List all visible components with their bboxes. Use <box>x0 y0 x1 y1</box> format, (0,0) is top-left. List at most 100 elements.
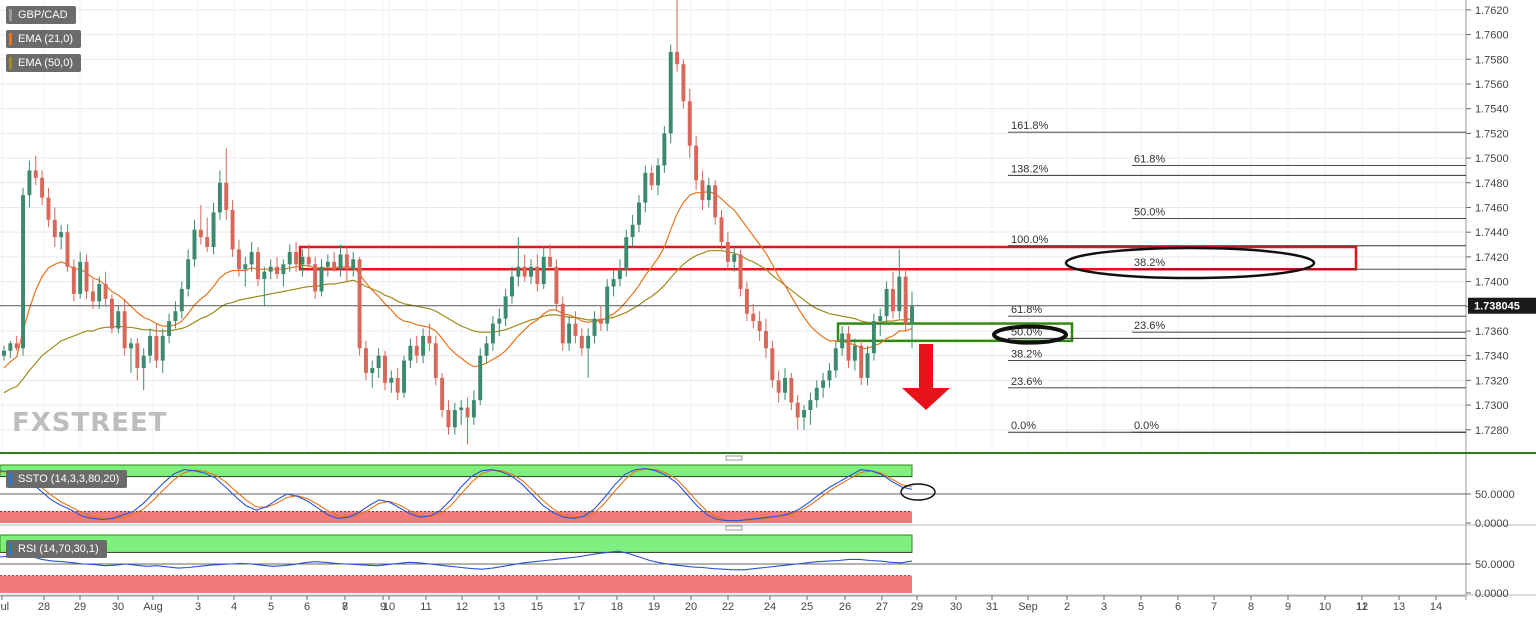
candle-body <box>814 387 819 401</box>
price-tick-label: 1.7320 <box>1475 375 1509 387</box>
candle-body <box>687 101 692 146</box>
ema50-swatch <box>9 57 12 69</box>
fib-left-label: 100.0% <box>1011 234 1049 246</box>
price-axis[interactable]: 1.7620 1.7600 1.7580 1.7560 1.7540 1.7520 1.75… <box>1466 5 1536 437</box>
time-tick-label: 24 <box>764 601 776 613</box>
ssto-tick-label: 0.0000 <box>1475 518 1509 530</box>
candle-body <box>497 318 502 324</box>
time-axis[interactable]: Jul282930Aug3456789101112131517181920222… <box>0 595 1466 613</box>
fib-right-label: 23.6% <box>1134 320 1165 332</box>
candle-body <box>821 380 826 388</box>
candle-body <box>129 343 133 349</box>
candle-body <box>211 212 216 247</box>
candle-body <box>8 343 13 351</box>
candles-layer <box>2 0 914 445</box>
rsi-line-0 <box>0 550 913 571</box>
candle-body <box>186 259 191 289</box>
candle-body <box>510 276 514 297</box>
rsi-panel[interactable]: 50.0000 0.0000 <box>0 525 1536 600</box>
candle-body <box>198 229 203 238</box>
candle-body <box>890 288 895 312</box>
ema21-tag[interactable]: EMA (21,0) <box>6 30 82 48</box>
candle-body <box>694 145 699 181</box>
candle-body <box>421 335 426 356</box>
candle-body <box>173 311 178 322</box>
fib-right-label: 50.0% <box>1134 207 1165 219</box>
candle-body <box>871 321 876 354</box>
time-tick-label: 13 <box>1393 601 1405 613</box>
candle-body <box>21 195 26 349</box>
candle-body <box>471 400 476 418</box>
candle-body <box>383 355 387 383</box>
candle-body <box>275 266 280 275</box>
candle-body <box>529 266 533 277</box>
fib-right-label: 38.2% <box>1134 257 1165 269</box>
rsi-resize-handle <box>725 525 743 531</box>
candle-body <box>27 170 32 196</box>
symbol-tag[interactable]: GBP/CAD <box>6 6 76 24</box>
fib-left-label: 61.8% <box>1011 304 1042 316</box>
candle-body <box>370 368 375 373</box>
candle-body <box>90 291 95 302</box>
time-tick-label: 4 <box>231 601 237 613</box>
time-tick-label: 9 <box>380 601 386 613</box>
price-tick-label: 1.7460 <box>1475 202 1509 214</box>
candle-body <box>503 296 508 319</box>
candle-body <box>97 284 102 302</box>
candle-body <box>427 335 432 344</box>
candle-body <box>167 321 172 336</box>
price-tick-label: 1.7620 <box>1475 5 1509 17</box>
symbol-label: GBP/CAD <box>18 9 68 21</box>
candle-body <box>490 323 495 344</box>
time-tick-label: 5 <box>1138 601 1144 613</box>
candle-body <box>433 343 438 378</box>
candle-body <box>535 266 540 285</box>
time-tick-label: Aug <box>143 601 163 613</box>
time-tick-label: 27 <box>876 601 888 613</box>
candle-body <box>783 377 787 393</box>
candle-body <box>713 185 718 218</box>
candle-body <box>249 251 254 265</box>
candle-body <box>598 318 603 324</box>
fib-left-label: 23.6% <box>1011 376 1042 388</box>
time-tick-label: 18 <box>611 601 623 613</box>
candle-body <box>446 410 451 428</box>
candle-body <box>205 237 210 247</box>
candle-body <box>262 271 267 280</box>
candle-body <box>478 355 483 401</box>
candle-body <box>795 402 800 418</box>
candle-body <box>757 321 762 331</box>
candle-body <box>344 254 349 270</box>
candle-body <box>268 266 273 272</box>
time-tick-label: Sep <box>1018 601 1038 613</box>
time-tick-label: 19 <box>648 601 660 613</box>
candle-body <box>884 288 889 317</box>
candle-body <box>224 182 229 210</box>
candle-body <box>751 313 756 322</box>
candle-body <box>357 259 362 349</box>
candle-body <box>605 286 610 324</box>
candle-body <box>573 323 578 336</box>
last-price-label: 1.738045 <box>1474 301 1520 313</box>
fib-right-label: 0.0% <box>1134 420 1159 432</box>
candle-body <box>840 333 845 349</box>
candle-body <box>516 266 521 277</box>
rsi-tag[interactable]: RSI (14,70,30,1) <box>6 540 107 558</box>
candle-body <box>732 254 737 262</box>
candle-body <box>548 256 553 267</box>
ssto-oversold-band <box>0 511 912 523</box>
candle-body <box>738 254 743 289</box>
candle-body <box>808 400 813 411</box>
price-tick-label: 1.7540 <box>1475 104 1509 116</box>
ssto-panel[interactable]: 50.0000 0.0000 <box>0 455 1536 530</box>
ema50-tag[interactable]: EMA (50,0) <box>6 54 82 72</box>
candle-body <box>833 348 838 371</box>
candle-body <box>675 51 680 65</box>
fxstreet-watermark: FXSTREET <box>12 408 168 438</box>
ssto-tag[interactable]: SSTO (14,3,3,80,20) <box>6 470 128 488</box>
time-tick-label: 7 <box>1211 601 1217 613</box>
annotations-layer <box>902 246 1316 410</box>
candle-body <box>395 377 400 393</box>
candle-body <box>681 64 686 102</box>
